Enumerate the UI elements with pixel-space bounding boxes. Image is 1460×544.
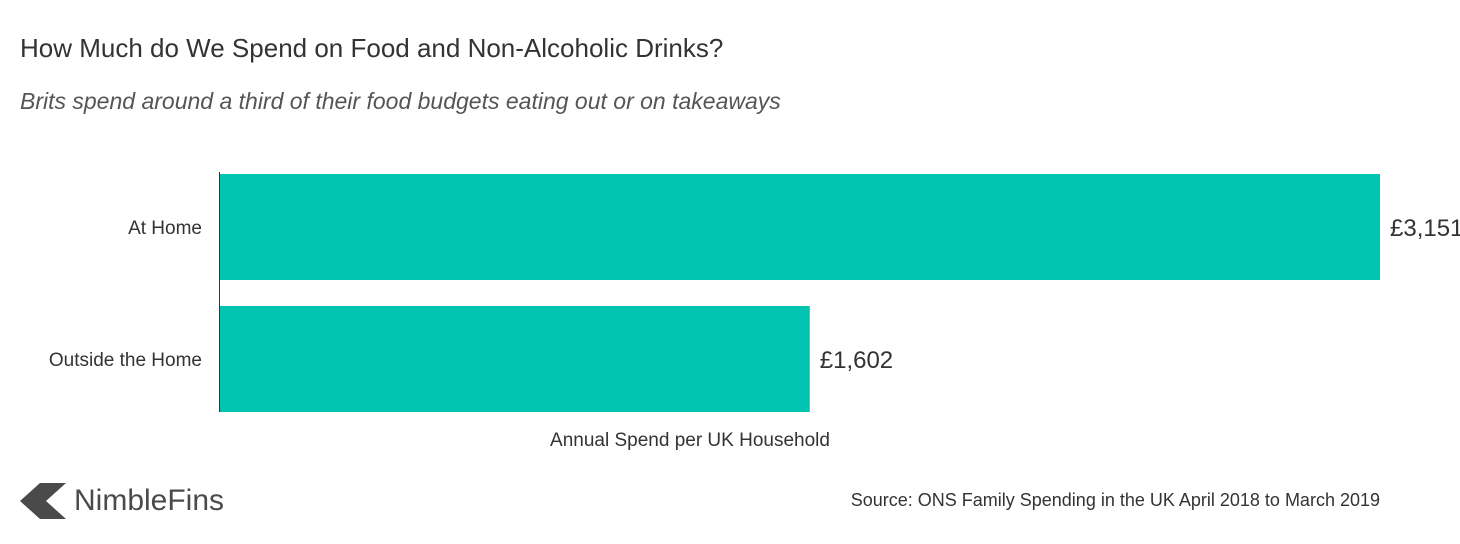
chart-subtitle: Brits spend around a third of their food… [20, 88, 781, 114]
source-note: Source: ONS Family Spending in the UK Ap… [850, 490, 1380, 510]
category-label-1: Outside the Home [49, 350, 202, 371]
value-label-1: £1,602 [820, 347, 893, 374]
nimblefins-arrow-icon [20, 483, 66, 519]
chart-title: How Much do We Spend on Food and Non-Alc… [20, 33, 724, 63]
bars-layer: At Home £3,151 Outside the Home £1,602 [49, 174, 1460, 412]
category-label-0: At Home [128, 218, 202, 239]
brand-name: NimbleFins [74, 484, 225, 517]
x-axis-label: Annual Spend per UK Household [550, 430, 830, 451]
value-label-0: £3,151 [1390, 215, 1460, 242]
bar-0 [220, 174, 1380, 280]
bar-1 [220, 306, 810, 412]
brand-logo: NimbleFins [20, 476, 224, 526]
bar-chart: At Home £3,151 Outside the Home £1,602 Annu… [49, 172, 1460, 451]
